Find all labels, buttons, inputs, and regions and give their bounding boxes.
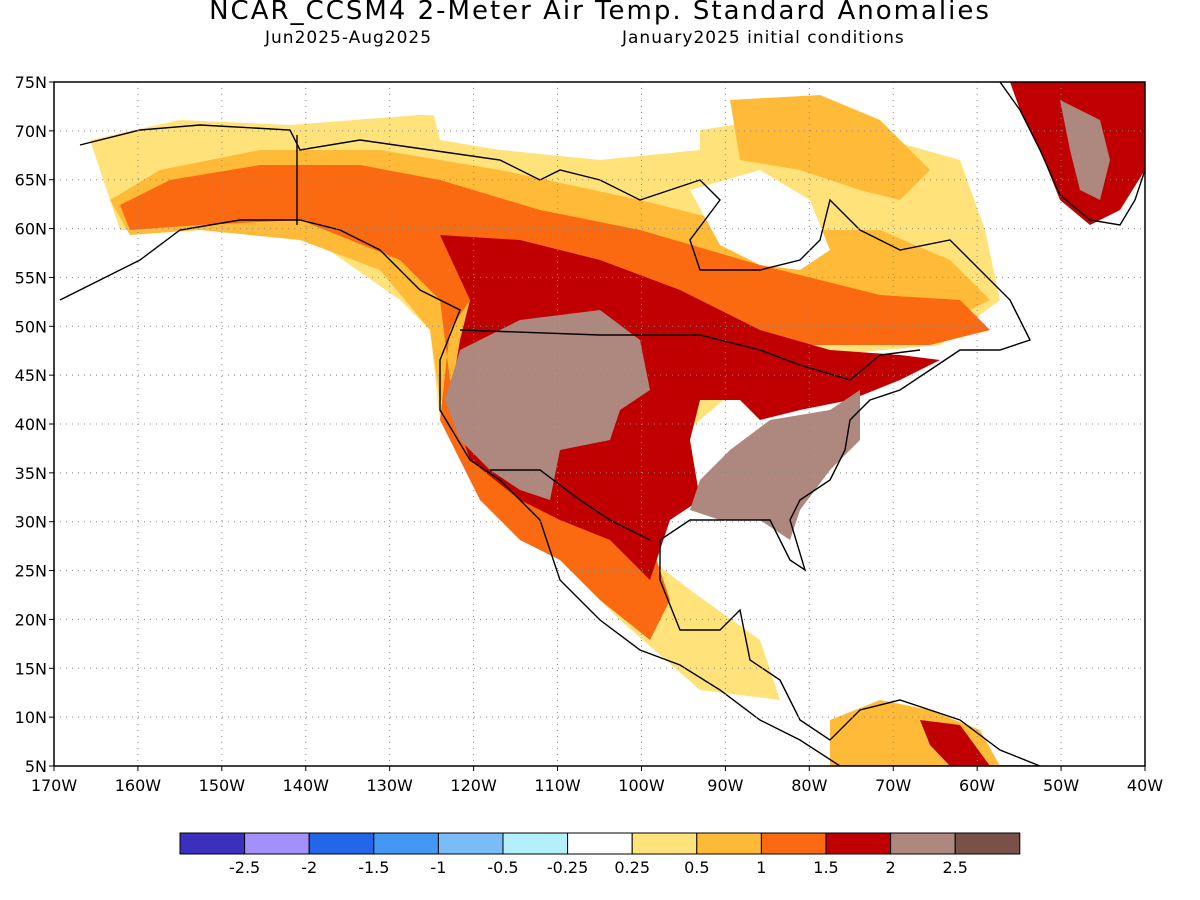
lat-label: 10N — [15, 708, 47, 727]
anomaly-region-2.5-southeast — [690, 390, 860, 540]
initial-conditions: January2025 initial conditions — [622, 28, 905, 48]
legend-label: 2.5 — [942, 858, 967, 877]
lon-label: 170W — [31, 776, 78, 795]
legend-swatch — [696, 832, 762, 855]
lon-label: 90W — [707, 776, 743, 795]
lat-label: 50N — [15, 317, 47, 336]
lon-label: 120W — [450, 776, 497, 795]
legend-label: 2 — [886, 858, 896, 877]
legend-swatch — [567, 832, 633, 855]
lon-label: 100W — [618, 776, 665, 795]
legend-label: 1.5 — [813, 858, 838, 877]
anomaly-region-arctic — [430, 95, 700, 160]
lon-label: 40W — [1127, 776, 1163, 795]
legend-swatch — [954, 832, 1021, 855]
lon-label: 70W — [875, 776, 911, 795]
legend-label: -2.5 — [229, 858, 260, 877]
lat-label: 20N — [15, 610, 47, 629]
lon-label: 60W — [959, 776, 995, 795]
lon-label: 80W — [791, 776, 827, 795]
lat-label: 15N — [15, 659, 47, 678]
lat-label: 55N — [15, 268, 47, 287]
north-america-coastline — [59, 124, 1041, 766]
coastlines — [59, 82, 1145, 766]
lat-label: 70N — [15, 122, 47, 141]
us-canada-border — [459, 329, 921, 381]
forecast-period: Jun2025-Aug2025 — [265, 28, 433, 48]
lat-label: 30N — [15, 513, 47, 532]
lat-label: 65N — [15, 171, 47, 190]
lat-label: 35N — [15, 464, 47, 483]
legend-swatch — [244, 832, 310, 855]
lat-label: 25N — [15, 562, 47, 581]
lat-label: 45N — [15, 366, 47, 385]
legend-label: -2 — [301, 858, 317, 877]
lat-label: 75N — [15, 73, 47, 92]
legend-swatch — [825, 832, 892, 855]
legend-label: -0.25 — [547, 858, 588, 877]
legend-swatch — [437, 832, 504, 855]
legend-label: -1 — [430, 858, 446, 877]
greenland-coastline — [999, 82, 1145, 226]
legend-swatch — [760, 832, 827, 855]
anomaly-region-south-america-core — [920, 720, 990, 766]
lon-label: 160W — [115, 776, 162, 795]
lon-label: 110W — [534, 776, 581, 795]
legend-label: 0.5 — [684, 858, 709, 877]
lon-label: 150W — [199, 776, 246, 795]
anomaly-region-2.5-west — [445, 310, 650, 500]
latitude-labels: 75N 70N 65N 60N 55N 50N 45N 40N 35N 30N 25N 20N 15N 1… — [15, 73, 54, 776]
legend-swatch — [373, 832, 439, 855]
legend-label: 0.25 — [614, 858, 650, 877]
lon-label: 130W — [367, 776, 414, 795]
color-legend: -2.5 -2 -1.5 -1 -0.5 -0.25 0.25 0.5 1 1.5 2 2.5 — [179, 832, 1021, 877]
longitude-labels: 170W 160W 150W 140W 130W 120W 110W 100W 90W 80W 70… — [31, 766, 1163, 795]
legend-label: -1.5 — [358, 858, 389, 877]
legend-swatch — [502, 832, 569, 855]
anomaly-region-baffin — [730, 95, 930, 200]
anomaly-region-greenland-core — [1060, 100, 1110, 200]
lon-label: 140W — [283, 776, 330, 795]
lon-label: 50W — [1043, 776, 1079, 795]
legend-swatch — [890, 832, 956, 855]
us-mexico-border — [490, 469, 651, 541]
lat-label: 5N — [25, 757, 47, 776]
legend-swatch — [179, 832, 246, 855]
graticule — [54, 82, 1145, 766]
anomaly-fill — [90, 82, 1145, 766]
anomaly-region-1.5 — [120, 165, 990, 640]
lat-label: 60N — [15, 220, 47, 239]
legend-label: -0.5 — [487, 858, 518, 877]
lat-label: 40N — [15, 415, 47, 434]
map-title: NCAR_CCSM4 2-Meter Air Temp. Standard An… — [209, 0, 991, 26]
legend-swatch — [308, 832, 375, 855]
legend-label: 1 — [756, 858, 766, 877]
legend-swatch — [631, 832, 698, 855]
